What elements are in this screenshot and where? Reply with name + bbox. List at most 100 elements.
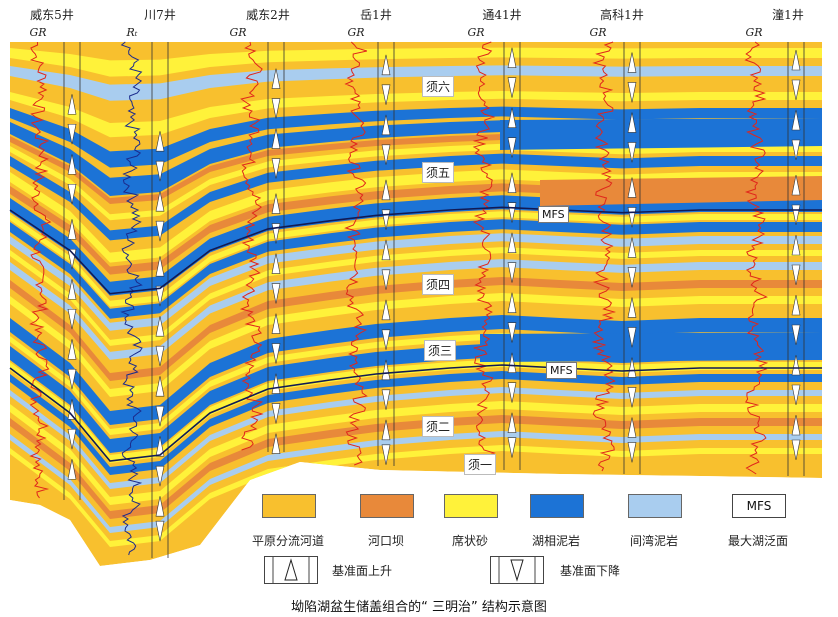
- base-level-rise-marker: [381, 239, 391, 261]
- base-level-fall-marker: [271, 158, 281, 179]
- log-type-tong41: GR: [467, 26, 485, 39]
- base-level-rise-marker: [155, 131, 165, 152]
- base-level-fall-marker: [381, 444, 391, 465]
- unit-label-xu5: 须五: [422, 162, 455, 183]
- log-type-gaoke1: GR: [589, 26, 607, 39]
- base-level-rise-marker: [381, 54, 391, 76]
- gr-log-curve: [744, 41, 769, 475]
- gr-log-curve: [239, 41, 264, 451]
- band-lake-mud: [10, 195, 822, 296]
- base-level-fall-marker: [271, 343, 281, 364]
- base-level-rise-marker: [271, 313, 281, 334]
- band-mouth-bar-east: [540, 176, 822, 206]
- base-level-rise-marker: [381, 419, 391, 441]
- base-level-rise-marker: [791, 109, 801, 131]
- base-level-fall-marker: [155, 285, 165, 307]
- band-lake-mud: [10, 371, 822, 475]
- gr-log-curve: [591, 41, 617, 472]
- base-level-rise-marker: [67, 94, 77, 115]
- base-level-fall-marker: [627, 82, 637, 103]
- base-level-rise-icon: [272, 557, 310, 583]
- mfs-line-lower: [9, 364, 822, 462]
- legend-swatch-plain: [262, 494, 316, 518]
- log-type-yue1: GR: [347, 26, 365, 39]
- base-level-fall-icon: [498, 557, 536, 583]
- base-level-fall-marker: [791, 324, 801, 346]
- base-level-rise-marker: [507, 47, 517, 68]
- base-level-rise-marker: [507, 412, 517, 433]
- band-sheet-sand: [10, 359, 822, 463]
- legend-label-sheet-sand: 席状砂: [451, 534, 489, 548]
- legend-label-bay-mud: 间湾泥岩: [629, 534, 679, 548]
- legend-label-mfs: 最大湖泛面: [727, 534, 789, 548]
- legend-swatch-bay-mud: [628, 494, 682, 518]
- base-level-rise-marker: [507, 107, 517, 128]
- base-level-fall-marker: [627, 442, 637, 463]
- mfs-line-upper: [9, 206, 822, 295]
- base-level-fall-marker: [271, 403, 281, 424]
- base-level-fall-marker: [381, 269, 391, 290]
- base-level-fall-marker: [155, 465, 165, 487]
- base-level-rise-marker: [67, 339, 77, 360]
- base-level-fall-marker: [67, 183, 77, 205]
- gr-log-curve: [344, 41, 368, 466]
- base-level-rise-marker: [67, 279, 77, 300]
- band-bay-mud: [10, 259, 822, 360]
- base-level-fall-marker: [67, 308, 77, 330]
- base-level-fall-marker: [155, 220, 165, 242]
- mfs-label-upper: MFS: [538, 206, 569, 223]
- base-level-rise-marker: [791, 49, 801, 71]
- legend-label-rise: 基准面上升: [332, 564, 393, 578]
- base-level-rise-marker: [627, 52, 637, 73]
- base-level-rise-marker: [627, 237, 637, 258]
- base-level-rise-marker: [67, 154, 77, 175]
- base-level-rise-marker: [627, 297, 637, 318]
- band-sheet-sand: [10, 143, 822, 221]
- base-level-fall-marker: [791, 139, 801, 161]
- base-level-rise-marker: [627, 357, 637, 378]
- base-level-rise-marker: [791, 414, 801, 436]
- base-level-rise-marker: [507, 172, 517, 193]
- base-level-rise-marker: [791, 294, 801, 316]
- well-name-gaoke1: 高科1井: [600, 8, 644, 22]
- band-sheet-sand: [10, 401, 822, 505]
- base-level-fall-marker: [67, 123, 77, 145]
- base-level-fall-marker: [507, 262, 517, 283]
- band-sheet-sand: [10, 47, 822, 77]
- band-mouth-bar: [10, 277, 822, 381]
- base-level-fall-marker: [155, 405, 165, 427]
- log-type-tong1: GR: [745, 26, 763, 39]
- unit-label-xu2: 须二: [422, 416, 455, 437]
- mfs-label-lower: MFS: [546, 362, 577, 379]
- well-name-tong1: 潼1井: [772, 8, 804, 22]
- base-level-rise-marker: [67, 219, 77, 240]
- base-level-rise-marker: [507, 292, 517, 313]
- base-level-fall-marker: [381, 389, 391, 410]
- base-level-rise-marker: [155, 316, 165, 337]
- log-type-weidong2: GR: [229, 26, 247, 39]
- base-level-rise-marker: [791, 234, 801, 256]
- unit-label-xu6: 须六: [422, 76, 455, 97]
- base-level-fall-marker: [155, 520, 165, 542]
- well-name-tong41: 通41井: [482, 8, 522, 22]
- base-level-fall-marker: [627, 327, 637, 348]
- base-level-rise-marker: [381, 299, 391, 321]
- log-type-weidong5: GR: [29, 26, 47, 39]
- legend-fall-box: [490, 556, 544, 584]
- legend-label-fall: 基准面下降: [560, 564, 621, 578]
- base-level-rise-marker: [791, 174, 801, 196]
- base-level-fall-marker: [67, 428, 77, 450]
- base-level-rise-marker: [271, 193, 281, 214]
- base-level-rise-marker: [627, 112, 637, 133]
- band-sheet-sand: [10, 293, 822, 397]
- base-level-fall-marker: [271, 283, 281, 304]
- band-lake-mud: [10, 315, 822, 425]
- base-level-fall-marker: [627, 267, 637, 288]
- legend-label-plain: 平原分流河道: [251, 534, 325, 548]
- base-level-fall-marker: [791, 439, 801, 461]
- base-level-rise-marker: [507, 352, 517, 373]
- band-bay-mud: [10, 65, 822, 101]
- base-level-rise-marker: [155, 496, 165, 517]
